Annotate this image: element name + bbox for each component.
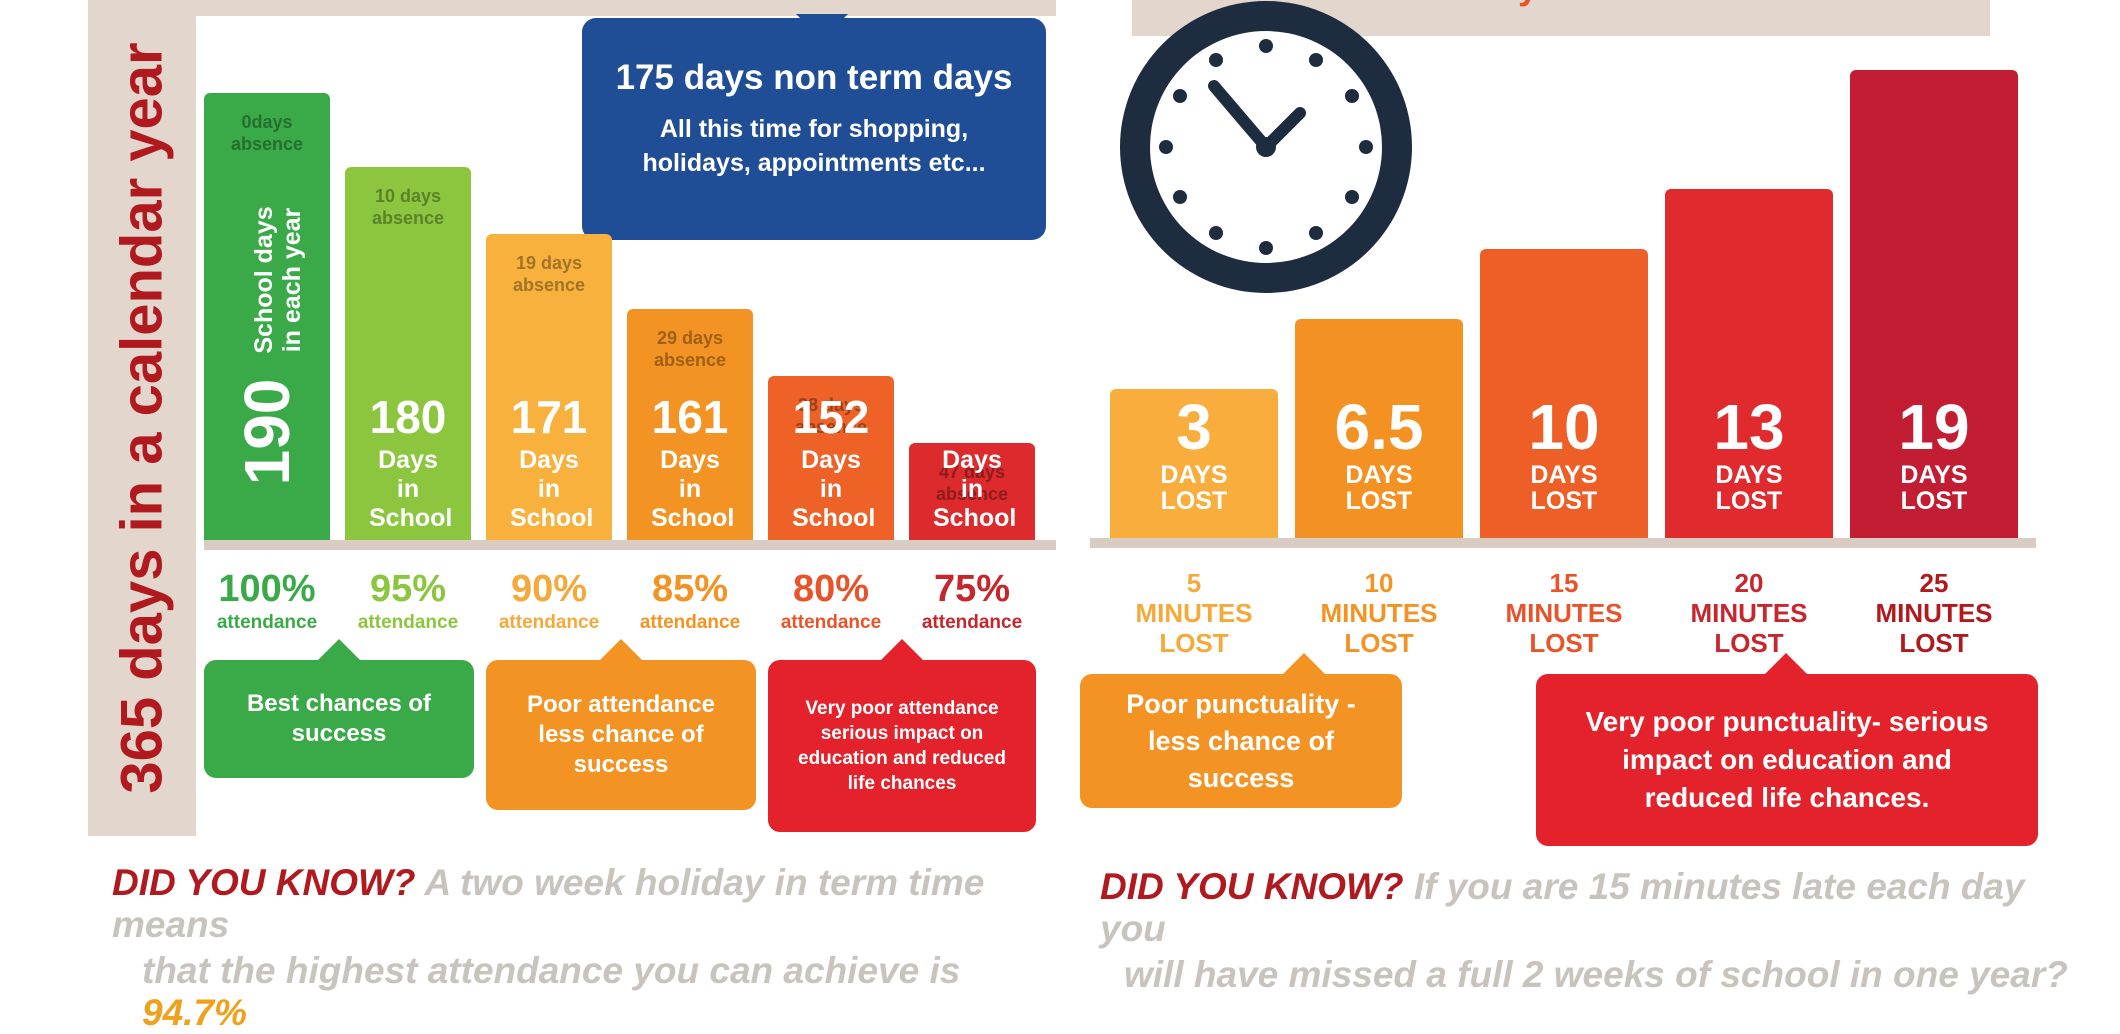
note-left-line2: that the highest attendance you can achi… bbox=[142, 950, 961, 991]
punctuality-group-text: Very poor punctuality- serious impact on… bbox=[1585, 706, 1989, 813]
group-pointer bbox=[1282, 653, 1326, 675]
punctuality-bar: 6.5 DAYS LOST bbox=[1295, 318, 1463, 538]
attendance-sublabel: attendance bbox=[498, 612, 600, 633]
punctuality-baseline bbox=[1090, 538, 2036, 548]
callout-title: 175 days non term days bbox=[615, 58, 1013, 97]
minutes-lost-label: 15 MINUTES LOST bbox=[1505, 568, 1623, 658]
punctuality-bar-value: 13 bbox=[1713, 390, 1785, 463]
attendance-bar: 10 days absence 180 Days in School bbox=[345, 167, 471, 540]
minutes-lost-label: 10 MINUTES LOST bbox=[1320, 568, 1438, 658]
attendance-bar: 29 days absence 161 Days in School bbox=[627, 308, 753, 540]
attendance-bar-inner-label: Days in School bbox=[369, 445, 453, 532]
minutes-lost-label: 5 MINUTES LOST bbox=[1135, 568, 1253, 658]
note-left-highlight: 94.7% bbox=[142, 992, 247, 1033]
punctuality-group-text: Poor punctuality - less chance of succes… bbox=[1126, 688, 1356, 793]
note-left-lead: DID YOU KNOW? bbox=[112, 862, 416, 903]
attendance-group-box: Poor attendance less chance of success bbox=[486, 660, 756, 810]
absence-label: 10 days absence bbox=[371, 186, 445, 229]
absence-label: 29 days absence bbox=[653, 327, 727, 370]
group-pointer bbox=[317, 639, 361, 661]
attendance-sublabel: attendance bbox=[780, 612, 882, 633]
attendance-sublabel: attendance bbox=[357, 612, 459, 633]
punctuality-bar-unit: DAYS LOST bbox=[1160, 460, 1228, 515]
callout-body: All this time for shopping, holidays, ap… bbox=[642, 115, 986, 177]
top-title-fragment: today to learn bbox=[1420, 0, 1700, 10]
vertical-title: 365 days in a calendar year bbox=[109, 42, 175, 794]
attendance-percent: 100% bbox=[218, 568, 316, 610]
punctuality-bar-value: 6.5 bbox=[1334, 390, 1424, 463]
attendance-bar-inner-label: Days in School bbox=[510, 445, 594, 532]
attendance-sublabel: attendance bbox=[216, 612, 318, 633]
attendance-group-text: Very poor attendance serious impact on e… bbox=[798, 698, 1006, 794]
note-left-line1: A two week holiday in term time means bbox=[112, 862, 985, 945]
attendance-bar-value: 161 bbox=[651, 390, 729, 443]
punctuality-group-box: Poor punctuality - less chance of succes… bbox=[1080, 674, 1402, 808]
non-term-callout: 175 days non term days All this time for… bbox=[582, 18, 1046, 240]
attendance-group-box: Very poor attendance serious impact on e… bbox=[768, 660, 1036, 832]
school-days-stack: 190 School days in each year bbox=[204, 93, 330, 540]
attendance-bar: 47 days absence 143 Days in School bbox=[909, 391, 1035, 540]
attendance-bar-inner-label: Days in School bbox=[933, 445, 1017, 532]
attendance-bar-inner-label: Days in School bbox=[792, 445, 876, 532]
attendance-bar-value: 171 bbox=[510, 390, 588, 443]
absence-label: 47 days absence bbox=[935, 462, 1009, 505]
did-you-know-left: DID YOU KNOW? A two week holiday in term… bbox=[112, 862, 1072, 1034]
attendance-bar-inner-label: School days in each year bbox=[250, 206, 306, 354]
did-you-know-right: DID YOU KNOW? If you are 15 minutes late… bbox=[1100, 866, 2100, 996]
absence-label: 38 days absence bbox=[794, 394, 868, 437]
attendance-group-text: Best chances of success bbox=[246, 690, 432, 747]
absence-label: 19 days absence bbox=[512, 253, 586, 296]
group-pointer bbox=[599, 639, 643, 661]
punctuality-bar-unit: DAYS LOST bbox=[1530, 460, 1598, 515]
punctuality-bar-value: 10 bbox=[1528, 390, 1600, 463]
note-right-lead: DID YOU KNOW? bbox=[1100, 866, 1404, 907]
sidebar-panel bbox=[88, 0, 196, 836]
attendance-percent: 85% bbox=[651, 568, 729, 610]
attendance-bar: 0days absence 190 School days in each year bbox=[204, 92, 330, 540]
clock-icon bbox=[1120, 1, 1412, 293]
punctuality-bar: 3 DAYS LOST bbox=[1110, 388, 1278, 538]
attendance-percent: 95% bbox=[369, 568, 447, 610]
note-right-line2: will have missed a full 2 weeks of schoo… bbox=[1124, 954, 2068, 995]
attendance-group-box: Best chances of success bbox=[204, 660, 474, 778]
punctuality-group-box: Very poor punctuality- serious impact on… bbox=[1536, 674, 2038, 846]
punctuality-bar-unit: DAYS LOST bbox=[1345, 460, 1413, 515]
attendance-bar-inner-label: Days in School bbox=[651, 445, 735, 532]
attendance-sublabel: attendance bbox=[921, 612, 1023, 633]
top-band-left bbox=[196, 0, 1056, 16]
punctuality-bar-unit: DAYS LOST bbox=[1715, 460, 1783, 515]
punctuality-bar-unit: DAYS LOST bbox=[1900, 460, 1968, 515]
absence-label: 0days absence bbox=[230, 111, 304, 154]
note-right-line1: If you are 15 minutes late each day you bbox=[1100, 866, 2025, 949]
minutes-lost-label: 20 MINUTES LOST bbox=[1690, 568, 1808, 658]
attendance-bar-value: 190 bbox=[231, 378, 303, 486]
attendance-bar-value: 143 bbox=[933, 391, 1011, 443]
attendance-sublabel: attendance bbox=[639, 612, 741, 633]
attendance-bar: 19 days absence 171 Days in School bbox=[486, 234, 612, 540]
group-pointer bbox=[880, 639, 924, 661]
attendance-baseline bbox=[204, 540, 1056, 550]
attendance-bar-value: 152 bbox=[792, 390, 870, 443]
attendance-percent: 80% bbox=[792, 568, 870, 610]
attendance-percent: 75% bbox=[933, 568, 1011, 610]
punctuality-bar-value: 3 bbox=[1176, 390, 1212, 463]
punctuality-bar: 10 DAYS LOST bbox=[1480, 249, 1648, 538]
punctuality-bar: 13 DAYS LOST bbox=[1665, 189, 1833, 538]
group-pointer bbox=[1764, 653, 1808, 675]
punctuality-bar-value: 19 bbox=[1898, 390, 1970, 463]
attendance-percent: 90% bbox=[510, 568, 588, 610]
attendance-group-text: Poor attendance less chance of success bbox=[526, 691, 716, 778]
punctuality-bar: 19 DAYS LOST bbox=[1850, 69, 2018, 538]
minutes-lost-label: 25 MINUTES LOST bbox=[1875, 568, 1993, 658]
attendance-bar-value: 180 bbox=[369, 390, 447, 443]
attendance-bar: 38 days absence 152 Days in School bbox=[768, 375, 894, 540]
